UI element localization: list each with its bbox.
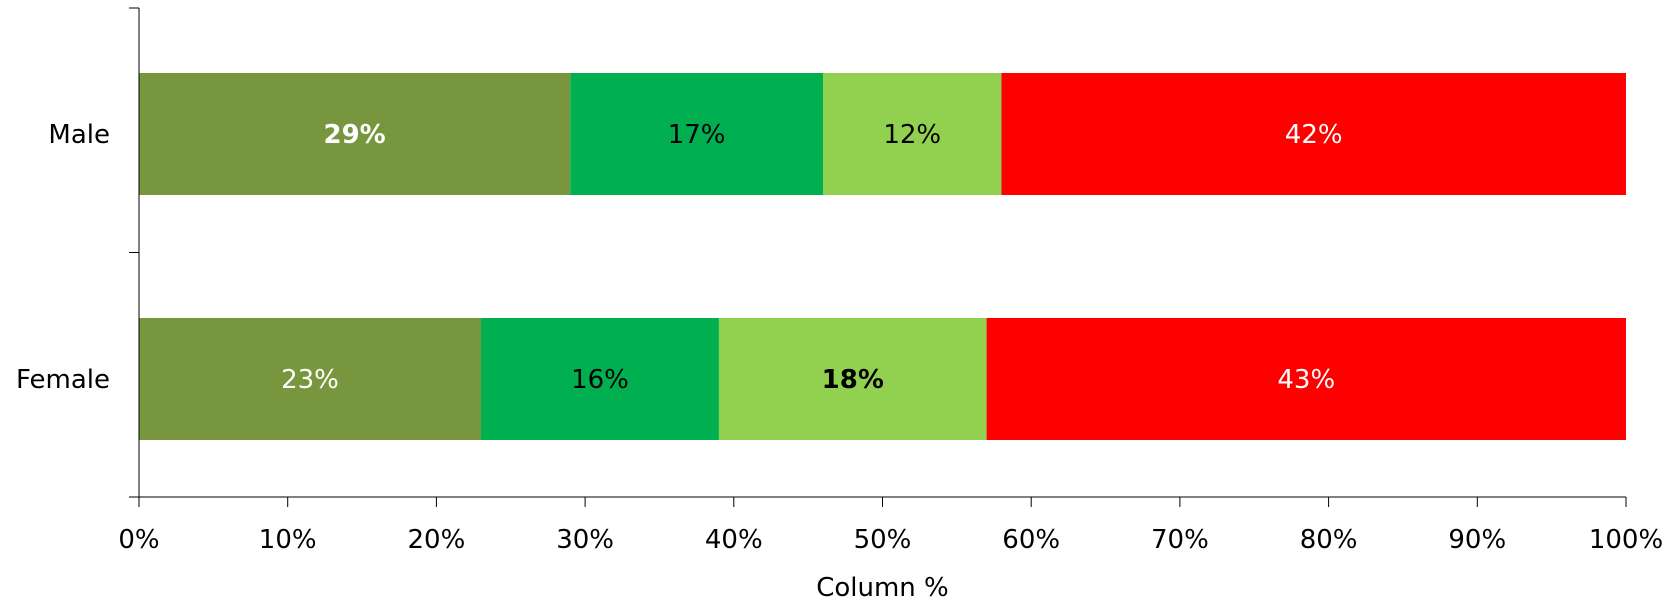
bar-value-label: 43% [1277,365,1335,395]
x-tick-label: 90% [1448,525,1506,555]
y-tick-label: Male [48,120,110,150]
bar-value-label: 16% [571,365,629,395]
x-axis-title: Column % [816,573,949,600]
bar-segment-male-2 [570,73,824,195]
y-tick-label: Female [16,365,110,395]
x-axis: 0% 10% 20% 30% 40% 50% 60% 70% 80% 90% 100% [118,496,1663,555]
bar-segment-male-4 [1001,73,1626,195]
bar-value-label: 18% [822,365,884,395]
y-axis: Male Female [16,7,140,498]
bar-value-labels: 29% 17% 12% 42% 23% 16% 18% 43% [281,120,1343,395]
bar-value-label: 17% [668,120,726,150]
bar-value-label: 42% [1285,120,1343,150]
x-tick-label: 10% [259,525,317,555]
x-tick-label: 70% [1151,525,1209,555]
x-tick-label: 80% [1300,525,1358,555]
x-tick-label: 40% [705,525,763,555]
x-tick-label: 100% [1589,525,1663,555]
bar-value-label: 23% [281,365,339,395]
bar-segment-female-3 [718,318,987,440]
bar-segment-male-3 [823,73,1002,195]
bar-segment-male-1 [139,73,571,195]
bar-value-label: 29% [323,120,385,150]
bar-value-label: 12% [883,120,941,150]
bar-segment-female-2 [481,318,719,440]
x-tick-label: 60% [1002,525,1060,555]
x-tick-label: 0% [118,525,159,555]
bar-segments [139,73,1626,440]
bar-segment-female-4 [986,318,1626,440]
x-tick-label: 20% [408,525,466,555]
x-tick-label: 30% [556,525,614,555]
bar-segment-female-1 [139,318,482,440]
x-tick-label: 50% [854,525,912,555]
